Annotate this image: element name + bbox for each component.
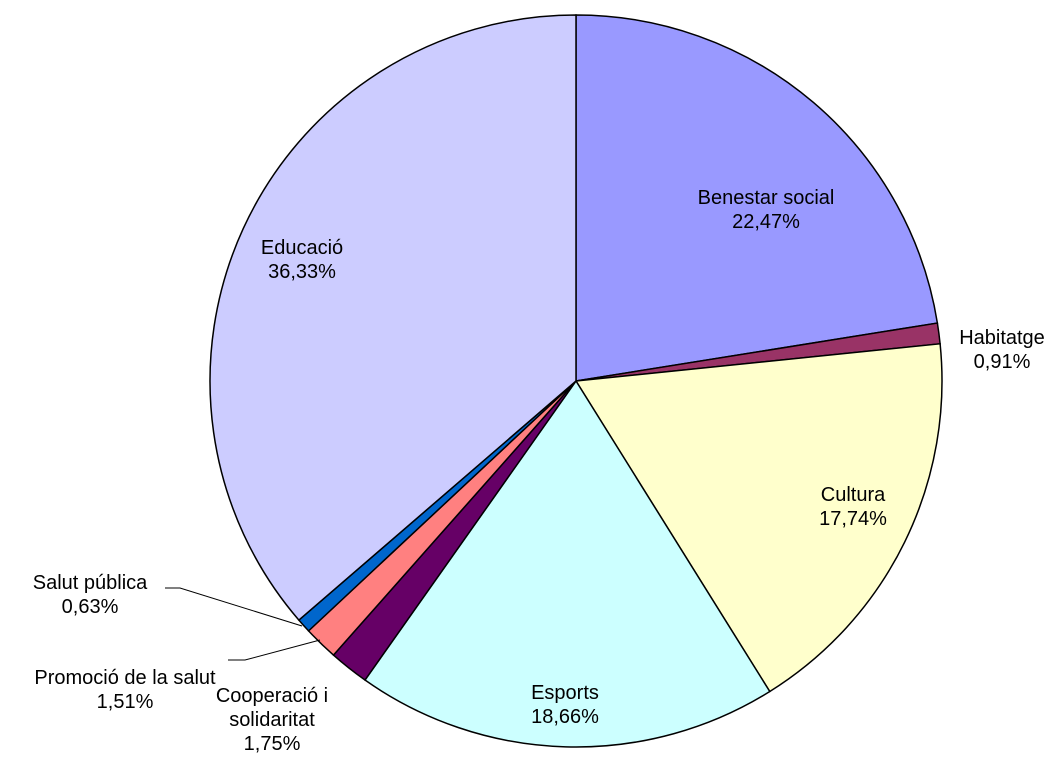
leader-line xyxy=(165,587,303,627)
category-name: Habitatge xyxy=(959,327,1045,349)
category-name: Esports xyxy=(531,682,599,704)
slice-label: Esports 18,66% xyxy=(531,681,599,729)
value-label: 1,75% xyxy=(243,733,301,755)
slice-label: Habitatge 0,91% xyxy=(959,326,1045,374)
category-name: Benestar social xyxy=(697,187,835,209)
category-name: Salut pública xyxy=(32,572,148,594)
value-label: 1,51% xyxy=(96,691,154,713)
slice-label: Salut pública 0,63% xyxy=(33,571,148,619)
slice-label: Benestar social 22,47% xyxy=(698,186,835,234)
category-name: Educació xyxy=(260,237,344,259)
slice-label: Promoció de la salut 1,51% xyxy=(10,666,240,714)
pie-slice xyxy=(574,342,943,693)
slice-label: Cooperació i solidaritat 1,75% xyxy=(202,684,342,756)
value-label: 36,33% xyxy=(268,261,336,283)
pie-slice xyxy=(209,14,577,622)
pie-slice xyxy=(575,14,939,382)
leader-line xyxy=(228,639,321,661)
slice-label: Cultura 17,74% xyxy=(819,483,887,531)
category-name: Cooperació i solidaritat xyxy=(215,685,329,731)
value-label: 22,47% xyxy=(732,211,800,233)
value-label: 0,63% xyxy=(61,596,119,618)
category-name: Promoció de la salut xyxy=(34,667,216,689)
value-label: 17,74% xyxy=(819,508,887,530)
category-name: Cultura xyxy=(820,484,886,506)
slice-label: Educació 36,33% xyxy=(261,236,343,284)
value-label: 18,66% xyxy=(531,706,599,728)
pie-slice xyxy=(363,379,771,748)
value-label: 0,91% xyxy=(973,351,1031,373)
